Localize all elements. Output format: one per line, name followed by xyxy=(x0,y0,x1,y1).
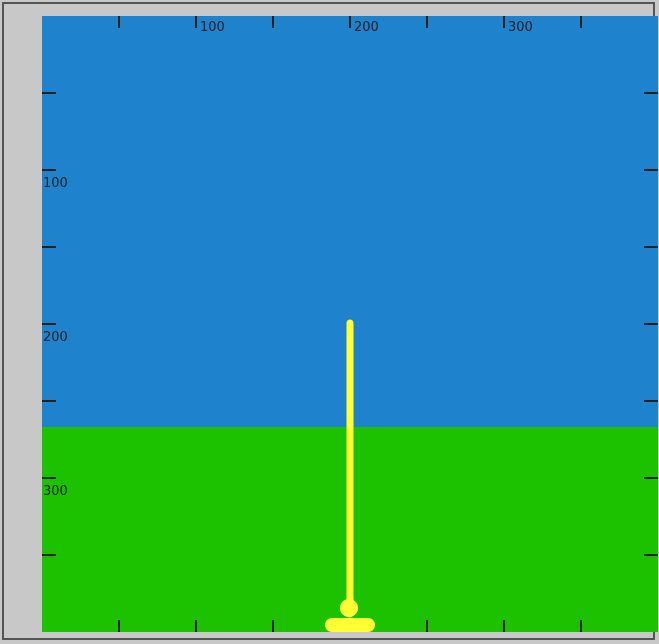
y-tick-label-200: 200 xyxy=(43,330,68,345)
right-ruler xyxy=(644,92,658,556)
y-tick-label-100: 100 xyxy=(43,176,68,191)
cannon-base xyxy=(325,618,375,632)
top-ruler xyxy=(118,16,582,28)
cannon-pivot xyxy=(340,599,358,617)
x-tick-label-200: 200 xyxy=(354,20,379,35)
x-tick-label-100: 100 xyxy=(200,20,225,35)
x-tick-label-300: 300 xyxy=(508,20,533,35)
cannon[interactable] xyxy=(325,319,375,632)
game-viewport[interactable]: 100 200 300 xyxy=(42,16,658,632)
scene-overlay: 100 200 300 xyxy=(42,16,658,632)
y-tick-label-300: 300 xyxy=(43,484,68,499)
left-ruler xyxy=(42,92,56,556)
